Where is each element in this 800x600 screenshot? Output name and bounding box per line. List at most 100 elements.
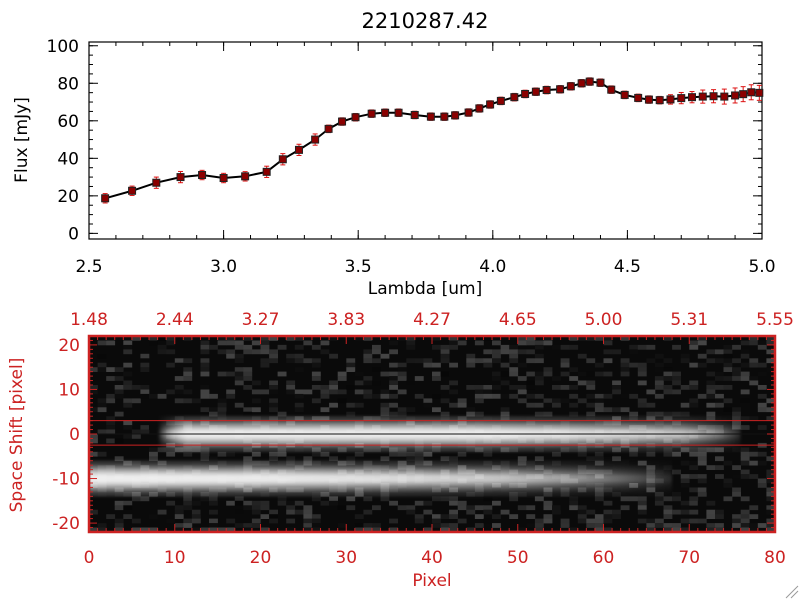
wavelength-tick-label: 4.65 (499, 310, 537, 330)
noise-cell (269, 349, 278, 355)
noise-cell (466, 411, 476, 417)
noise-cell (149, 336, 158, 341)
noise-cell (251, 451, 261, 457)
noise-cell (406, 505, 416, 511)
noise-cell (243, 407, 253, 413)
noise-cell (363, 523, 373, 528)
noise-cell (680, 509, 690, 515)
noise-cell (689, 496, 699, 502)
noise-cell (654, 362, 664, 368)
noise-cell (560, 344, 570, 350)
noise-cell (286, 336, 296, 341)
noise-cell (329, 389, 338, 395)
noise-cell (277, 411, 287, 417)
noise-cell (706, 380, 716, 386)
pixel-tick-label: 40 (421, 548, 443, 568)
noise-cell (226, 451, 236, 457)
noise-cell (594, 393, 604, 399)
noise-cell (131, 434, 141, 439)
noise-cell (354, 336, 364, 341)
noise-cell (406, 344, 416, 350)
noise-cell (483, 358, 493, 364)
noise-cell (449, 514, 458, 519)
noise-cell (560, 358, 570, 364)
noise-cell (680, 500, 690, 506)
wavelength-tick-label: 4.27 (413, 310, 451, 330)
noise-cell (766, 496, 776, 502)
noise-cell (149, 505, 158, 511)
noise-cell (603, 514, 613, 519)
noise-cell (620, 358, 630, 364)
noise-cell (654, 518, 664, 524)
noise-cell (637, 518, 647, 524)
noise-cell (294, 389, 304, 395)
noise-cell (492, 385, 501, 390)
noise-cell (389, 362, 398, 368)
noise-cell (689, 500, 699, 506)
noise-cell (406, 340, 416, 346)
noise-cell (200, 527, 210, 533)
noise-cell (337, 389, 347, 395)
data-point (381, 108, 390, 117)
noise-cell (672, 491, 681, 497)
noise-cell (303, 509, 313, 515)
noise-cell (577, 380, 587, 386)
noise-cell (697, 478, 707, 484)
noise-cell (149, 527, 158, 533)
resize-grip-icon[interactable] (785, 585, 799, 599)
noise-cell (251, 340, 261, 346)
data-point (101, 194, 110, 203)
noise-cell (663, 505, 673, 511)
noise-cell (594, 518, 604, 524)
noise-cell (706, 371, 716, 377)
noise-cell (586, 371, 596, 377)
noise-cell (706, 514, 716, 519)
noise-cell (637, 398, 647, 404)
noise-cell (732, 491, 741, 497)
noise-cell (174, 514, 184, 519)
noise-cell (440, 358, 450, 364)
data-point (739, 90, 748, 99)
noise-cell (672, 451, 681, 457)
noise-cell (740, 523, 750, 528)
noise-cell (663, 385, 673, 390)
noise-cell (569, 344, 579, 350)
noise-cell (269, 353, 278, 359)
noise-cell (749, 474, 759, 479)
noise-cell (689, 344, 699, 350)
noise-cell (457, 518, 467, 524)
noise-cell (757, 523, 767, 528)
noise-cell (509, 393, 519, 399)
noise-cell (766, 358, 776, 364)
noise-cell (329, 385, 338, 390)
noise-cell (140, 353, 150, 359)
noise-cell (217, 340, 227, 346)
noise-cell (303, 456, 313, 462)
noise-cell (191, 514, 201, 519)
noise-cell (440, 371, 450, 377)
noise-cell (509, 367, 519, 372)
noise-cell (526, 349, 536, 355)
pixel-tick-label: 20 (250, 548, 272, 568)
noise-cell (200, 385, 210, 390)
noise-cell (757, 483, 767, 488)
noise-cell (594, 407, 604, 413)
noise-cell (106, 340, 116, 346)
noise-cell (483, 505, 493, 511)
noise-cell (654, 376, 664, 381)
noise-cell (397, 398, 407, 404)
noise-cell (346, 456, 356, 462)
noise-cell (543, 398, 553, 404)
noise-cell (543, 500, 553, 506)
noise-cell (209, 411, 218, 417)
noise-cell (380, 389, 390, 395)
noise-cell (251, 500, 261, 506)
noise-cell (423, 509, 433, 515)
noise-cell (543, 518, 553, 524)
noise-cell (372, 527, 381, 533)
noise-cell (672, 460, 681, 466)
noise-cell (749, 336, 759, 341)
noise-cell (492, 523, 501, 528)
noise-cell (706, 358, 716, 364)
noise-cell (457, 505, 467, 511)
